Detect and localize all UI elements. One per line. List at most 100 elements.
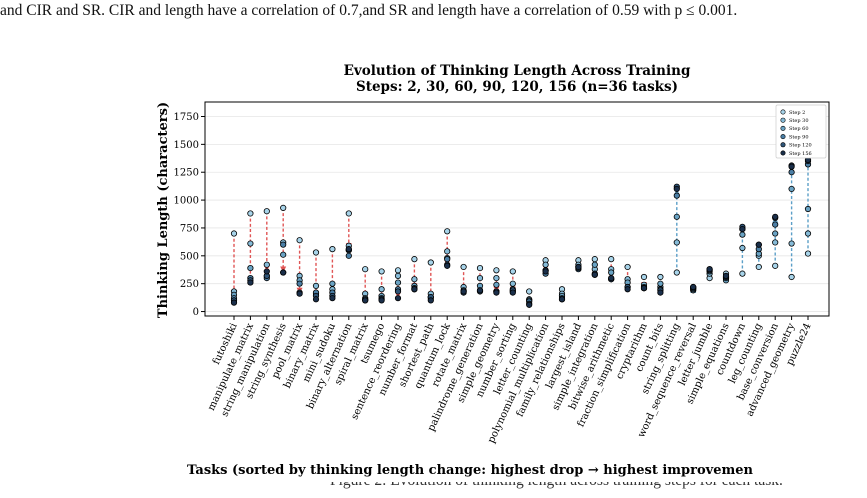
point-step-60-base_conversion <box>772 230 779 237</box>
point-step-156-string_manipulation <box>263 268 270 275</box>
point-step-30-binary_matrix <box>312 282 320 290</box>
point-step-156-simple_equations <box>722 272 730 279</box>
point-step-156-family_relationships <box>558 296 566 303</box>
point-step-30-number_format <box>411 276 418 283</box>
point-step-60-simple_integration <box>591 261 598 268</box>
point-step-60-countdown <box>739 231 746 238</box>
point-step-60-bitwise_arithmetic <box>608 269 615 276</box>
y-tick-label: 1500 <box>174 140 199 151</box>
point-step-60-puzzle24 <box>804 205 812 213</box>
point-step-2-sentence_reordering <box>394 267 402 274</box>
point-step-156-palindrome_generation <box>476 287 484 294</box>
point-step-156-largest_island <box>575 263 582 271</box>
x-axis-label: Tasks (sorted by thinking length change:… <box>187 463 753 478</box>
point-step-156-polynomial_multiplication <box>542 268 549 275</box>
point-step-156-base_conversion <box>772 213 779 220</box>
point-step-90-base_conversion <box>772 221 779 228</box>
y-tick-label: 0 <box>193 307 199 318</box>
data-points <box>230 156 812 308</box>
point-step-2-string_splitting <box>673 269 680 276</box>
point-step-90-pool_matrix <box>296 280 303 287</box>
point-step-2-quantum_lock <box>444 228 451 235</box>
point-step-60-manipulate_matrix <box>247 264 254 272</box>
point-step-90-quantum_lock <box>444 256 451 263</box>
point-step-2-manipulate_matrix <box>247 210 254 217</box>
point-step-2-string_synthesis <box>280 204 287 211</box>
x-axis-ticks: futoshikimanipulate_matrixstring_manipul… <box>206 316 814 445</box>
point-step-2-simple_integration <box>591 256 598 263</box>
point-step-60-string_synthesis <box>280 251 287 258</box>
point-step-156-shortest_path <box>427 297 434 304</box>
point-step-30-string_splitting <box>673 239 680 246</box>
point-step-90-string_splitting <box>673 192 680 199</box>
point-step-90-advanced_geometry <box>788 169 795 176</box>
point-step-2-count_bits <box>657 273 664 281</box>
y-tick-label: 250 <box>180 279 199 290</box>
y-axis-label: Thinking Length (characters) <box>156 102 171 318</box>
point-step-156-mini_sudoku <box>329 295 336 302</box>
y-tick-label: 1250 <box>174 168 199 179</box>
point-step-2-shortest_path <box>427 259 434 266</box>
legend-box <box>775 104 827 159</box>
point-step-60-simple_geometry <box>493 281 500 288</box>
point-step-156-simple_geometry <box>493 289 500 296</box>
legend-marker <box>780 134 786 140</box>
point-step-30-number_sorting <box>509 280 516 287</box>
point-step-2-simple_geometry <box>493 267 500 274</box>
chart-title: Evolution of Thinking Length Across Trai… <box>344 63 691 79</box>
point-step-90-binary_alternation <box>345 252 352 259</box>
point-step-2-string_manipulation <box>263 208 270 215</box>
point-step-156-number_sorting <box>509 289 516 296</box>
y-tick-label: 1000 <box>174 196 199 207</box>
point-step-2-letter_counting <box>526 288 533 295</box>
legend: Step 2 Step 30 Step 60 Step 90 Step 120 Step … <box>775 104 827 159</box>
point-step-156-pool_matrix <box>296 290 303 297</box>
point-step-30-polynomial_multiplication <box>542 261 549 268</box>
caption-bottom: Figure 2: Evolution of thinking length a… <box>330 482 860 498</box>
point-step-30-quantum_lock <box>444 248 451 255</box>
point-step-30-string_manipulation <box>263 261 270 268</box>
point-step-156-simple_integration <box>591 271 598 278</box>
point-step-30-advanced_geometry <box>788 240 795 247</box>
point-step-60-string_splitting <box>673 213 680 220</box>
y-tick-label: 750 <box>180 223 199 234</box>
point-step-156-number_format <box>411 286 418 293</box>
point-step-156-bitwise_arithmetic <box>608 275 615 282</box>
point-step-2-countdown <box>739 270 746 277</box>
point-step-30-simple_geometry <box>493 275 500 282</box>
point-step-30-countdown <box>739 244 746 252</box>
point-step-60-count_bits <box>657 280 664 287</box>
point-step-156-tsumego <box>378 297 385 304</box>
point-step-30-tsumego <box>378 286 385 293</box>
point-step-156-binary_alternation <box>345 246 352 253</box>
point-step-156-letter_jumble <box>706 266 713 273</box>
point-step-156-futoshiki <box>230 299 238 306</box>
point-step-156-manipulate_matrix <box>247 279 254 286</box>
point-step-60-sentence_reordering <box>394 279 402 286</box>
point-step-2-pool_matrix <box>296 237 303 244</box>
point-step-156-countdown <box>739 225 746 233</box>
point-step-156-string_synthesis <box>280 269 287 276</box>
point-step-30-palindrome_generation <box>476 275 484 282</box>
point-step-156-word_sequence_reversal <box>690 283 697 291</box>
legend-marker <box>780 117 786 123</box>
point-step-156-quantum_lock <box>444 262 451 269</box>
chart-subtitle: Steps: 2, 30, 60, 90, 120, 156 (n=36 tas… <box>356 79 678 95</box>
point-step-156-fraction_simplification <box>624 286 631 293</box>
point-step-2-cryptarithm <box>640 273 648 281</box>
point-step-156-binary_matrix <box>312 296 320 303</box>
point-step-60-advanced_geometry <box>788 185 795 193</box>
point-step-2-number_sorting <box>509 268 516 275</box>
point-step-2-binary_alternation <box>345 210 352 217</box>
point-step-2-advanced_geometry <box>788 273 795 281</box>
legend-marker <box>780 150 786 156</box>
change-arrows <box>231 159 811 305</box>
point-step-30-puzzle24 <box>804 230 812 237</box>
point-step-30-manipulate_matrix <box>247 240 254 247</box>
point-step-2-fraction_simplification <box>624 263 631 271</box>
point-step-156-rotate_matrix <box>460 288 467 295</box>
point-step-156-letter_counting <box>526 301 533 308</box>
point-step-120-sentence_reordering <box>394 288 402 295</box>
legend-marker <box>780 109 786 115</box>
